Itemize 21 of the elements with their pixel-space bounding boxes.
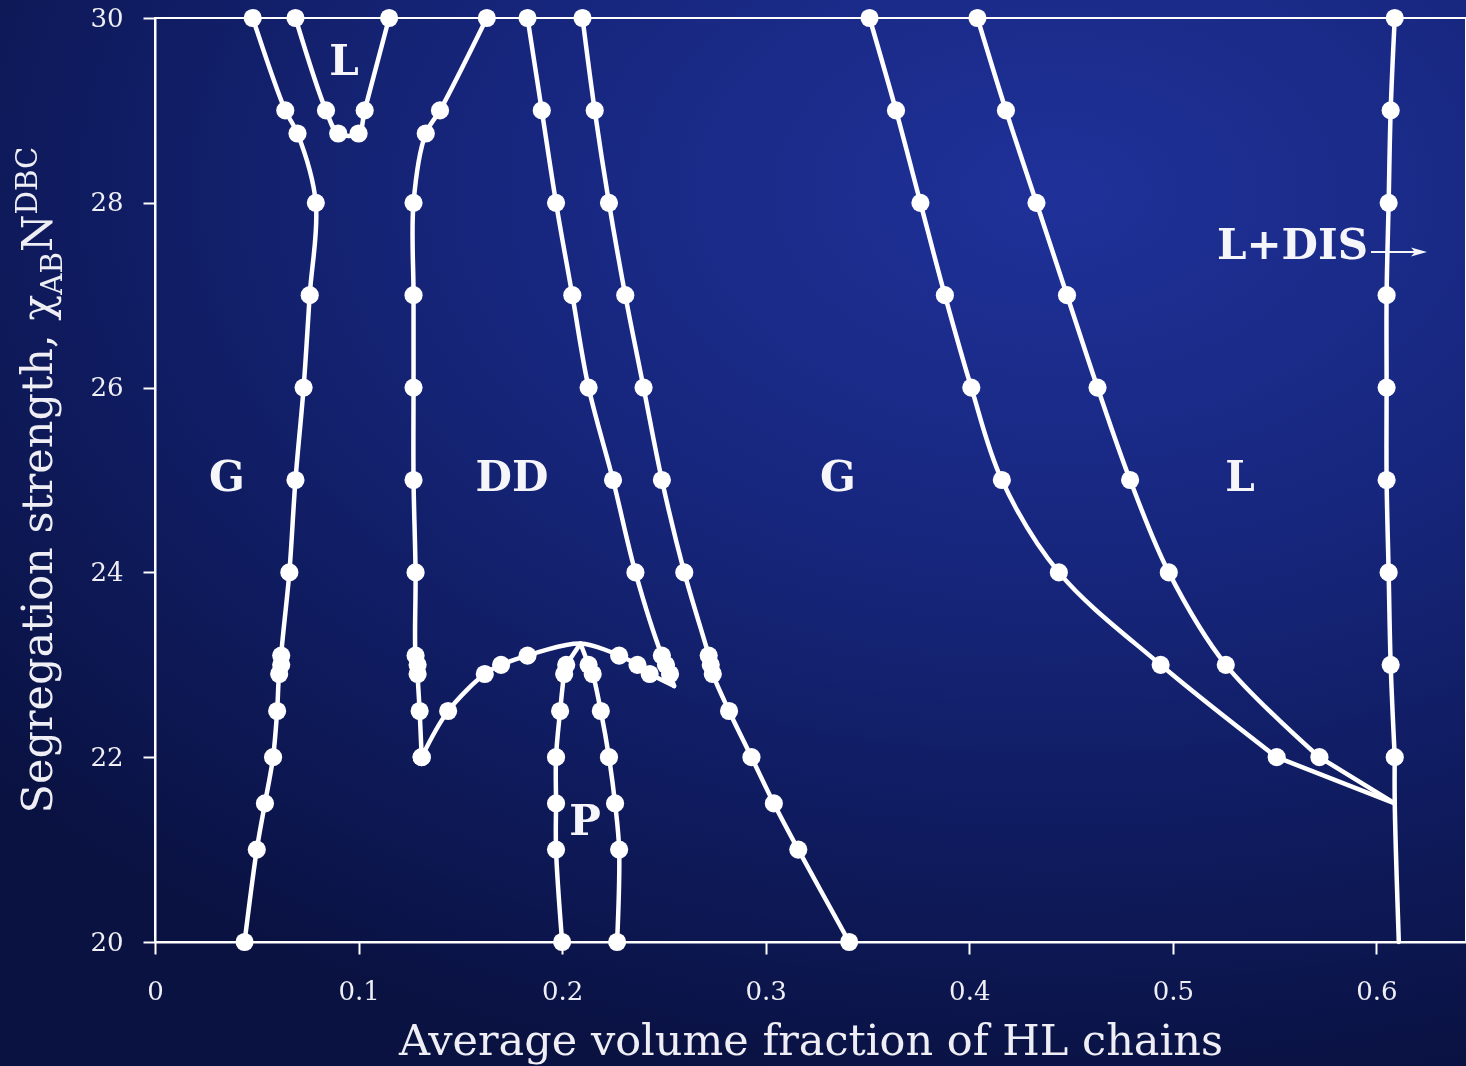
x-tick-label: 0.4 — [949, 975, 991, 1006]
annotation: G — [820, 452, 856, 501]
x-tick-label: 0.3 — [745, 975, 787, 1006]
annotation: L+DIS — [1216, 220, 1368, 269]
y-tick-label: 30 — [90, 2, 124, 33]
annotation: G — [209, 452, 245, 501]
annotation: P — [569, 796, 601, 845]
x-tick-label: 0 — [147, 975, 164, 1006]
y-tick-label: 22 — [90, 741, 124, 772]
y-tick-label: 24 — [90, 556, 124, 587]
x-tick-label: 0.5 — [1152, 975, 1195, 1006]
y-tick-label: 28 — [90, 187, 124, 218]
x-tick-label: 0.6 — [1356, 975, 1398, 1006]
annotation: L — [329, 36, 359, 85]
x-axis-title: Average volume fraction of HL chains — [398, 1014, 1223, 1065]
x-tick-label: 0.2 — [541, 975, 584, 1006]
y-tick-label: 26 — [90, 372, 124, 403]
x-tick-label: 0.1 — [338, 975, 380, 1006]
annotation: DD — [475, 452, 549, 501]
annotation: L — [1225, 452, 1255, 501]
y-tick-label: 20 — [90, 926, 124, 957]
